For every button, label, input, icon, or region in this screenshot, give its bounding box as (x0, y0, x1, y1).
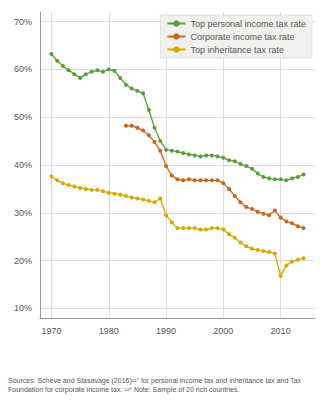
svg-text:Top personal income tax rate: Top personal income tax rate (190, 19, 306, 29)
svg-text:1990: 1990 (156, 326, 176, 336)
svg-text:2000: 2000 (213, 326, 233, 336)
svg-text:20%: 20% (14, 256, 32, 266)
svg-text:60%: 60% (14, 64, 32, 74)
svg-text:2010: 2010 (271, 326, 291, 336)
svg-text:40%: 40% (14, 160, 32, 170)
svg-text:30%: 30% (14, 208, 32, 218)
svg-text:70%: 70% (14, 17, 32, 27)
svg-text:10%: 10% (14, 303, 32, 313)
svg-text:Corporate income tax rate: Corporate income tax rate (190, 32, 294, 42)
svg-text:Sources: Scheve and Stasavage: Sources: Scheve and Stasavage (2016)¹²⁷ … (8, 377, 302, 385)
svg-text:Foundation for corporate incom: Foundation for corporate income tax. ¹²⁸… (8, 386, 239, 394)
svg-text:1980: 1980 (99, 326, 119, 336)
svg-text:50%: 50% (14, 112, 32, 122)
svg-text:1970: 1970 (41, 326, 61, 336)
svg-text:Top inheritance tax rate: Top inheritance tax rate (190, 45, 284, 55)
